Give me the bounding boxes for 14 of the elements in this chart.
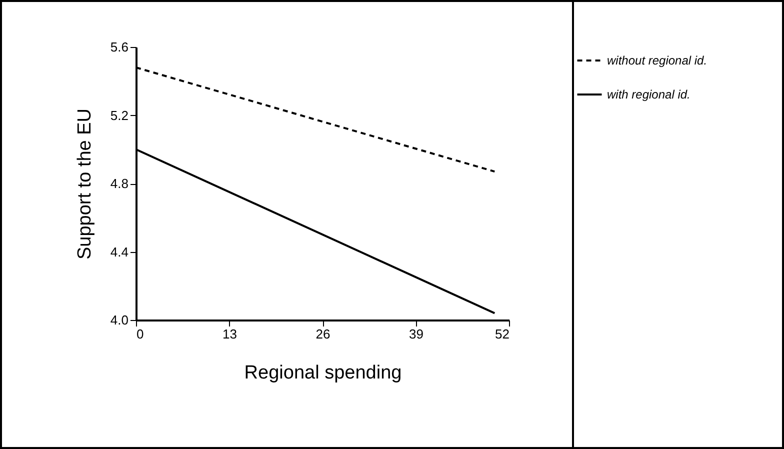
x-tick-label: 52 bbox=[495, 326, 510, 342]
legend-label: without regional id. bbox=[607, 54, 708, 68]
y-tick-label: 4.8 bbox=[110, 176, 128, 191]
x-tick-label: 13 bbox=[222, 326, 237, 342]
y-tick-label: 4.0 bbox=[110, 312, 128, 328]
x-tick-label: 39 bbox=[409, 326, 424, 342]
x-axis-title: Regional spending bbox=[244, 362, 402, 384]
y-axis-title: Support to the EU bbox=[74, 108, 96, 260]
y-tick-label: 5.6 bbox=[110, 40, 128, 54]
y-tick-label: 4.4 bbox=[110, 244, 128, 260]
x-tick-label: 26 bbox=[316, 326, 330, 342]
x-tick-label: 0 bbox=[136, 326, 144, 342]
y-tick-label: 5.2 bbox=[110, 108, 128, 123]
legend-label: with regional id. bbox=[607, 88, 690, 102]
